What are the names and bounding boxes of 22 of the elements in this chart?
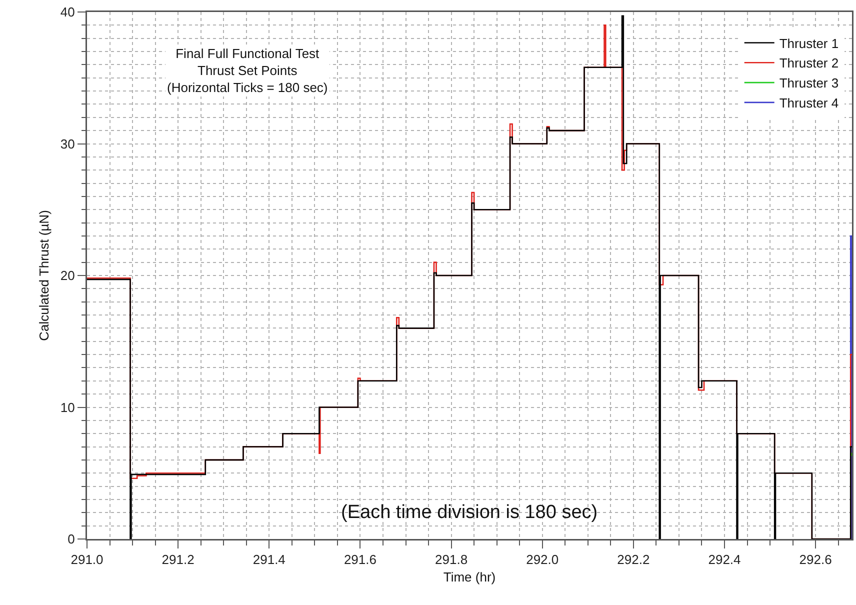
x-tick-label: 292.2 [617,552,650,568]
legend-label: Thruster 4 [779,96,839,111]
legend-label: Thruster 2 [779,56,839,71]
y-tick-label: 10 [60,400,75,415]
y-tick-label: 30 [60,136,75,152]
x-axis-title: Time (hr) [443,569,496,584]
y-axis-title: Calculated Thrust (µN) [36,210,52,341]
x-tick-label: 291.2 [162,552,194,568]
x-tick-label: 291.4 [252,552,286,568]
y-tick-label: 0 [68,532,75,547]
annotation: (Each time division is 180 sec) [341,502,598,523]
x-tick-label: 291.8 [435,552,468,568]
x-tick-label: 291.6 [344,552,376,568]
x-tick-label: 291.0 [70,552,104,568]
legend-label: Thruster 1 [779,36,839,51]
text: Final Full Functional Test Thrust Set Points (Horizontal Ticks = 180 sec) [167,46,328,95]
legend-label: Thruster 3 [779,76,839,91]
y-tick-label: 40 [60,4,75,20]
x-tick-label: 292.6 [799,552,832,568]
y-tick-label: 20 [60,268,75,284]
x-tick-label: 292.0 [526,552,559,568]
x-tick-label: 292.4 [708,552,741,568]
